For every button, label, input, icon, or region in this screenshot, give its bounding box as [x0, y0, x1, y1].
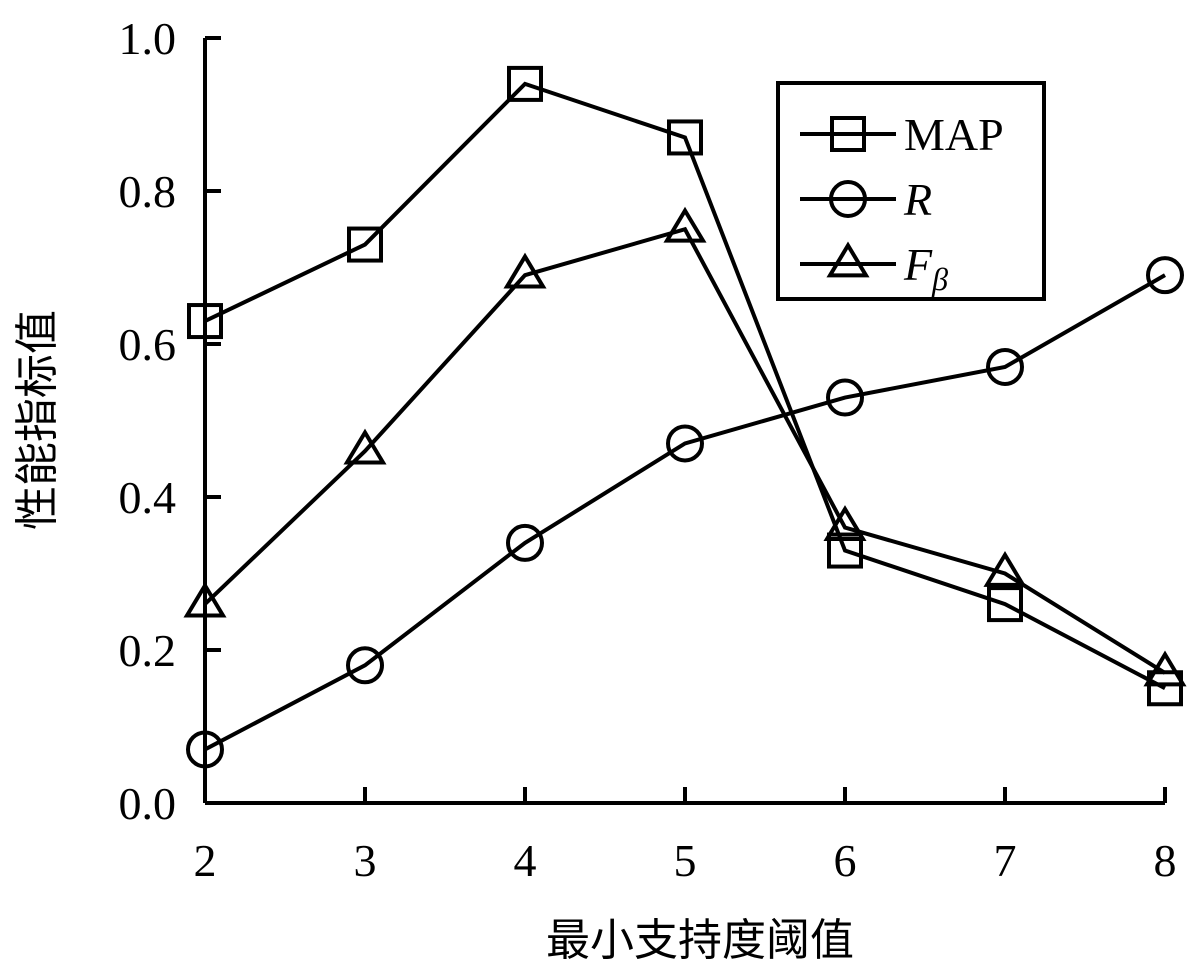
x-tick-label: 8 — [1154, 835, 1177, 886]
legend-item: Fβ — [800, 239, 948, 297]
axes: 2 3 4 5 6 7 8 0.0 0.2 0.4 0.6 0.8 1.0 — [119, 13, 1177, 886]
x-axis-label: 最小支持度阈值 — [546, 915, 854, 966]
series-circle — [186, 256, 1184, 769]
y-tick-label: 0.4 — [119, 472, 177, 523]
y-tick-label: 0.8 — [119, 166, 177, 217]
x-tick-label: 5 — [674, 835, 697, 886]
y-tick-label: 0.6 — [119, 319, 177, 370]
legend-item: MAP — [800, 109, 1004, 160]
y-tick-label: 1.0 — [119, 13, 177, 64]
x-tick-label: 2 — [194, 835, 217, 886]
x-tick-label: 3 — [354, 835, 377, 886]
x-tick-label: 6 — [834, 835, 857, 886]
series-layer — [183, 65, 1187, 769]
legend: MAP R Fβ — [776, 81, 1046, 301]
data-point — [987, 586, 1023, 623]
legend-marker — [830, 116, 866, 152]
series-line — [204, 81, 1166, 691]
series-line — [203, 226, 1167, 675]
legend-label-subscript: β — [931, 261, 948, 297]
data-point — [503, 252, 547, 289]
data-point — [183, 581, 227, 618]
data-point — [986, 347, 1024, 386]
data-point — [187, 303, 223, 340]
legend-marker — [829, 180, 867, 218]
data-point — [1143, 650, 1187, 687]
data-point — [346, 646, 384, 685]
series-triangle — [183, 206, 1187, 687]
data-point — [343, 428, 387, 465]
data-point — [506, 523, 544, 562]
y-axis-label: 性能指标值 — [12, 310, 63, 530]
data-point — [983, 551, 1027, 587]
legend-item: R — [800, 174, 932, 225]
x-tick-label: 7 — [994, 835, 1017, 886]
series-square — [187, 65, 1183, 707]
data-point — [347, 226, 383, 263]
data-point — [186, 730, 224, 769]
data-point — [1146, 256, 1184, 295]
data-point — [823, 505, 867, 541]
data-point — [667, 119, 703, 156]
x-tick-label: 4 — [514, 835, 537, 886]
data-point — [507, 65, 543, 102]
y-tick-label: 0.2 — [119, 625, 177, 676]
legend-label: MAP — [904, 109, 1004, 160]
legend-marker — [826, 241, 870, 278]
data-point — [827, 532, 863, 569]
data-point — [666, 424, 704, 463]
data-point — [663, 206, 707, 243]
y-tick-label: 0.0 — [119, 778, 177, 829]
series-line — [204, 273, 1166, 752]
legend-label: R — [903, 174, 932, 225]
legend-label: Fβ — [903, 239, 948, 297]
data-point — [826, 378, 864, 417]
